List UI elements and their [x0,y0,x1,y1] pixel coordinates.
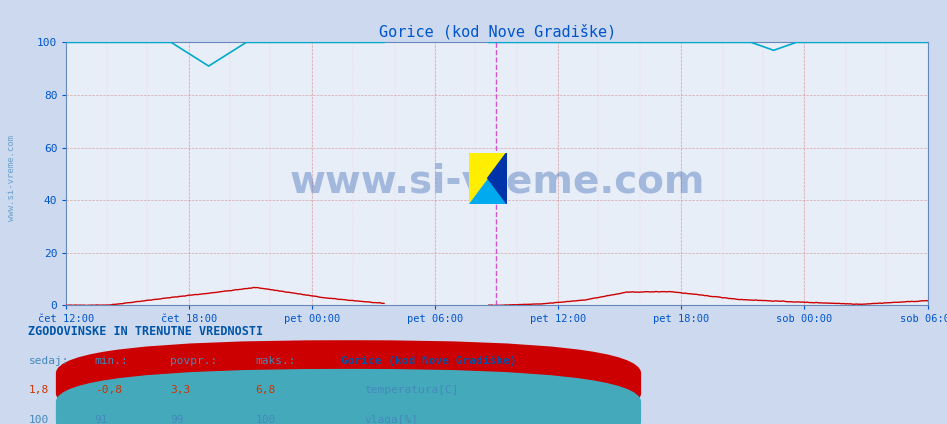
Polygon shape [469,153,507,204]
Polygon shape [488,153,507,204]
Text: 3,3: 3,3 [170,385,190,396]
Text: povpr.:: povpr.: [170,356,218,365]
Text: ZGODOVINSKE IN TRENUTNE VREDNOSTI: ZGODOVINSKE IN TRENUTNE VREDNOSTI [28,325,263,338]
Text: 1,8: 1,8 [28,385,48,396]
Text: 100: 100 [28,415,48,424]
Text: temperatura[C]: temperatura[C] [365,385,459,396]
FancyBboxPatch shape [56,340,641,424]
Text: 91: 91 [95,415,108,424]
Text: -0,8: -0,8 [95,385,122,396]
Text: www.si-vreme.com: www.si-vreme.com [7,135,16,221]
FancyBboxPatch shape [56,369,641,424]
Text: 99: 99 [170,415,184,424]
Title: Gorice (kod Nove Gradiške): Gorice (kod Nove Gradiške) [379,24,616,40]
Text: 6,8: 6,8 [256,385,276,396]
Text: min.:: min.: [95,356,129,365]
Text: maks.:: maks.: [256,356,296,365]
Text: sedaj:: sedaj: [28,356,69,365]
Polygon shape [469,153,507,204]
Text: Gorice (kod Nove Gradiške): Gorice (kod Nove Gradiške) [341,356,516,366]
Text: 100: 100 [256,415,276,424]
Text: www.si-vreme.com: www.si-vreme.com [290,163,705,201]
Text: vlaga[%]: vlaga[%] [365,415,419,424]
